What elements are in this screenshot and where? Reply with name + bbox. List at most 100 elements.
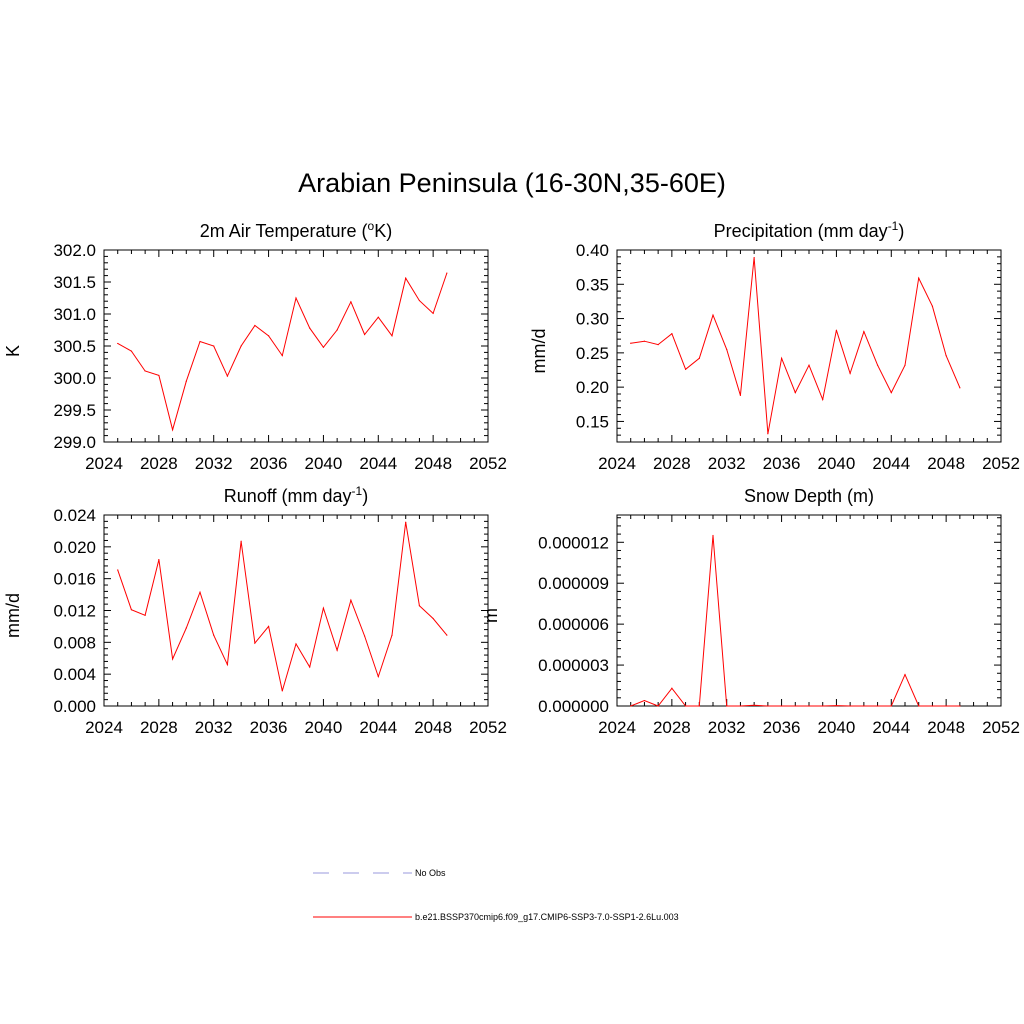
x-tick-label: 2032 xyxy=(195,454,233,473)
data-point xyxy=(171,429,174,431)
x-tick-label: 2040 xyxy=(305,718,343,737)
x-tick-label: 2052 xyxy=(982,718,1020,737)
panel-1: 2024 2028 2032 2036 2040 2044 2048 2052 299.0 299… xyxy=(3,219,507,473)
panel-title: 2m Air Temperature (oK) xyxy=(200,219,392,241)
data-point xyxy=(144,614,146,616)
panel-4: 2024 2028 2032 2036 2040 2044 2048 2052 0.000000… xyxy=(481,486,1020,737)
data-point xyxy=(309,327,311,329)
panel-2: 2024 2028 2032 2036 2040 2044 2048 2052 0.15 0.20… xyxy=(529,219,1020,473)
data-point xyxy=(643,340,646,342)
x-tick-label: 2028 xyxy=(653,718,691,737)
x-tick-label: 2036 xyxy=(250,718,288,737)
y-tick-label: 0.25 xyxy=(576,344,609,363)
y-tick-label: 0.024 xyxy=(53,506,96,525)
panel-title-main: Snow Depth (m) xyxy=(744,486,874,506)
data-point xyxy=(643,699,646,702)
data-point xyxy=(835,704,838,707)
page-title: Arabian Peninsula (16-30N,35-60E) xyxy=(298,168,726,198)
y-tick-label: 0.008 xyxy=(53,633,96,652)
data-point xyxy=(794,705,796,707)
panel-title-end: K) xyxy=(374,221,392,241)
data-point xyxy=(377,316,379,318)
x-tick-label: 2040 xyxy=(818,454,856,473)
data-point xyxy=(391,335,393,337)
data-point xyxy=(432,617,434,620)
data-point xyxy=(405,521,407,523)
data-point xyxy=(753,704,755,706)
data-point xyxy=(158,558,160,561)
data-point xyxy=(295,297,297,299)
y-axis-label: mm/d xyxy=(529,329,549,374)
data-point xyxy=(144,370,146,372)
data-point xyxy=(350,301,352,303)
data-point xyxy=(863,331,865,333)
data-point xyxy=(767,705,769,707)
x-tick-label: 2048 xyxy=(414,454,452,473)
x-tick-label: 2032 xyxy=(195,718,233,737)
data-point xyxy=(281,690,283,692)
data-point xyxy=(309,666,311,668)
data-point xyxy=(322,607,325,609)
legend: No Obs b.e21.BSSP370cmip6.f09_g17.CMIP6-S… xyxy=(313,868,679,922)
x-tick-label: 2036 xyxy=(250,454,288,473)
data-point xyxy=(322,346,325,348)
panel-title: Precipitation (mm day-1) xyxy=(714,219,905,241)
data-point xyxy=(918,705,920,707)
data-point xyxy=(835,329,838,331)
y-tick-label: 301.5 xyxy=(53,273,96,292)
data-point xyxy=(336,329,338,331)
plot-frame xyxy=(103,514,489,707)
y-tick-label: 300.0 xyxy=(53,369,96,388)
data-point xyxy=(418,605,421,607)
x-tick-label: 2052 xyxy=(982,454,1020,473)
y-tick-label: 300.5 xyxy=(53,337,96,356)
panel-title-superscript: -1 xyxy=(888,219,899,233)
y-tick-label: 0.000006 xyxy=(538,615,609,634)
panel-3: 2024 2028 2032 2036 2040 2044 2048 2052 0.000 0.0… xyxy=(3,484,507,737)
data-point xyxy=(808,705,810,707)
data-point xyxy=(418,299,421,302)
y-tick-label: 0.012 xyxy=(53,602,96,621)
x-tick-label: 2044 xyxy=(872,454,910,473)
data-point xyxy=(130,609,133,611)
x-tick-label: 2048 xyxy=(927,718,965,737)
data-point xyxy=(904,364,906,366)
y-tick-label: 0.020 xyxy=(53,538,96,557)
data-point xyxy=(712,534,714,537)
y-tick-label: 0.20 xyxy=(576,378,609,397)
data-point xyxy=(712,314,714,316)
data-point xyxy=(295,643,297,645)
data-point xyxy=(739,705,742,707)
data-point xyxy=(405,277,407,279)
y-tick-label: 0.30 xyxy=(576,310,609,329)
data-point xyxy=(363,635,366,637)
y-tick-label: 302.0 xyxy=(53,241,96,260)
x-tick-label: 2036 xyxy=(763,454,801,473)
data-point xyxy=(657,344,659,346)
x-tick-label: 2052 xyxy=(469,718,507,737)
data-point xyxy=(767,433,769,435)
data-point xyxy=(446,272,448,274)
data-point xyxy=(630,705,632,707)
x-tick-label: 2032 xyxy=(708,718,746,737)
data-point xyxy=(226,664,229,666)
data-point xyxy=(890,705,892,707)
panel-title-main: Precipitation (mm day xyxy=(714,221,888,241)
data-point xyxy=(671,687,673,689)
data-point xyxy=(226,375,229,377)
data-point xyxy=(630,342,632,344)
series-line xyxy=(630,257,961,434)
panel-title-main: 2m Air Temperature ( xyxy=(200,221,368,241)
data-point xyxy=(684,705,687,707)
x-tick-label: 2028 xyxy=(140,454,178,473)
data-point xyxy=(959,387,961,389)
data-point xyxy=(780,705,783,707)
data-point xyxy=(890,392,892,394)
y-tick-label: 301.0 xyxy=(53,305,96,324)
data-point xyxy=(158,374,160,377)
series-line xyxy=(117,272,448,432)
y-tick-label: 0.000009 xyxy=(538,574,609,593)
panel-title-end: ) xyxy=(362,486,368,506)
data-point xyxy=(432,312,434,314)
data-point xyxy=(945,355,947,357)
